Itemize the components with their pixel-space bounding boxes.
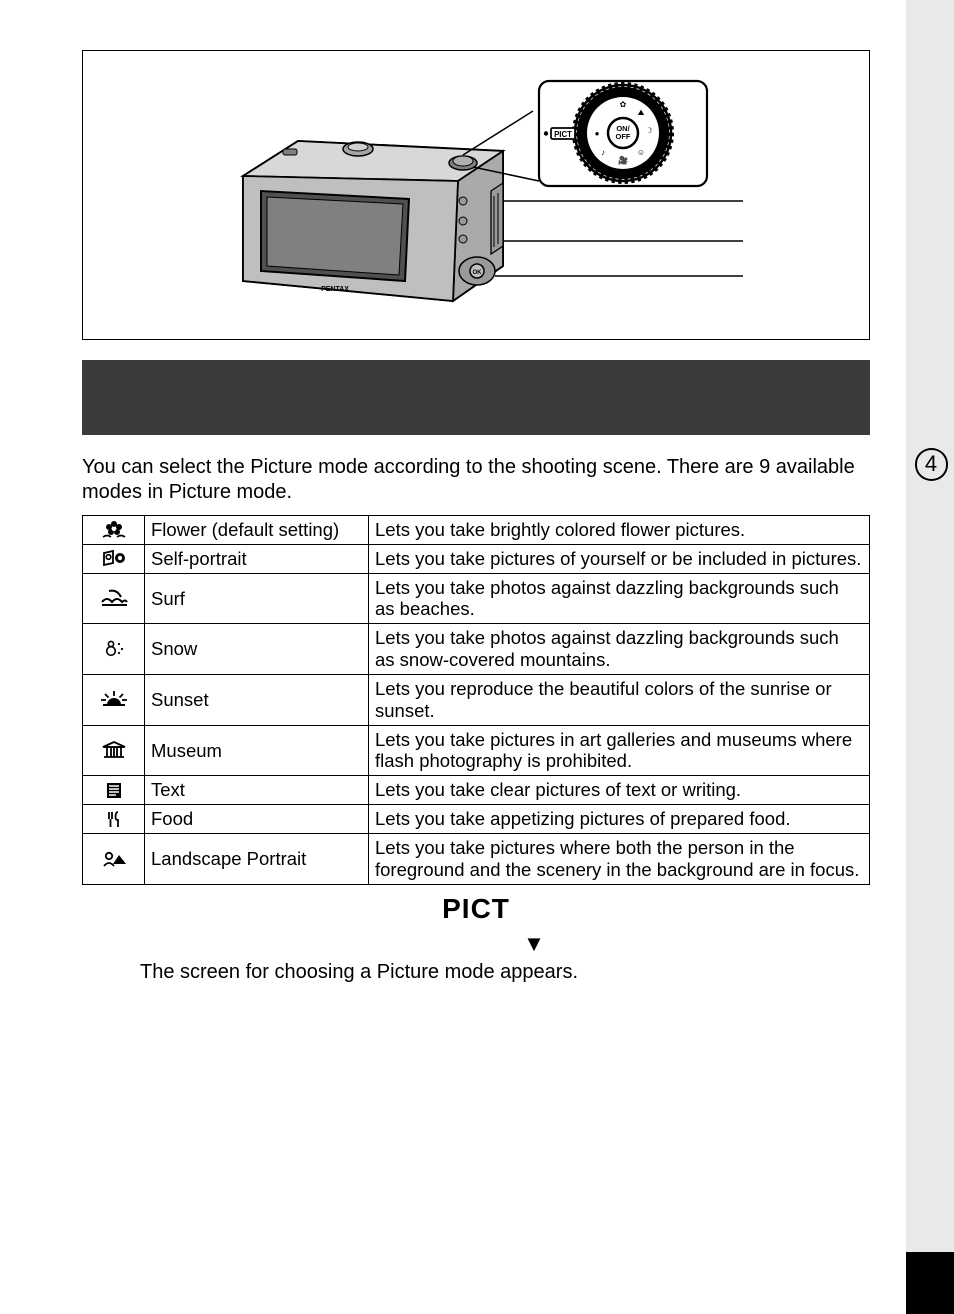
- mode-description: Lets you take pictures of yourself or be…: [369, 544, 870, 573]
- table-row: Self-portraitLets you take pictures of y…: [83, 544, 870, 573]
- mode-description: Lets you take brightly colored flower pi…: [369, 516, 870, 545]
- mode-name: Surf: [145, 573, 369, 624]
- self-portrait-icon: [83, 544, 145, 573]
- svg-text:✿: ✿: [620, 100, 627, 109]
- mode-description: Lets you take clear pictures of text or …: [369, 776, 870, 805]
- table-row: Landscape PortraitLets you take pictures…: [83, 833, 870, 884]
- mode-name: Flower (default setting): [145, 516, 369, 545]
- svg-text:●: ●: [595, 129, 600, 138]
- mode-name: Sunset: [145, 674, 369, 725]
- mode-name: Food: [145, 805, 369, 834]
- mode-name: Snow: [145, 624, 369, 675]
- down-arrow-icon: ▼: [198, 931, 870, 957]
- table-row: Flower (default setting)Lets you take br…: [83, 516, 870, 545]
- table-row: MuseumLets you take pictures in art gall…: [83, 725, 870, 776]
- camera-diagram-box: PENTAX OK: [82, 50, 870, 340]
- screen-instruction-text: The screen for choosing a Picture mode a…: [140, 961, 870, 984]
- surf-icon: [83, 573, 145, 624]
- mode-description: Lets you take appetizing pictures of pre…: [369, 805, 870, 834]
- dial-off-label: OFF: [616, 132, 631, 141]
- mode-description: Lets you take pictures where both the pe…: [369, 833, 870, 884]
- svg-text:☽: ☽: [645, 126, 652, 135]
- section-tab-number: 4: [925, 453, 937, 475]
- callout-line: [463, 111, 533, 155]
- mode-name: Self-portrait: [145, 544, 369, 573]
- section-tab-marker: 4: [908, 444, 954, 484]
- mode-description: Lets you take photos against dazzling ba…: [369, 624, 870, 675]
- section-heading-bar: [82, 360, 870, 435]
- snow-icon: [83, 624, 145, 675]
- camera-brand-label: PENTAX: [321, 286, 349, 293]
- mode-name: Text: [145, 776, 369, 805]
- camera-diagram-svg: PENTAX OK: [183, 71, 763, 331]
- text-icon: [83, 776, 145, 805]
- ok-button-label: OK: [473, 270, 483, 276]
- svg-text:🎥: 🎥: [618, 155, 628, 165]
- sunset-icon: [83, 674, 145, 725]
- pict-label: PICT: [82, 893, 870, 925]
- mode-name: Landscape Portrait: [145, 833, 369, 884]
- table-row: SnowLets you take photos against dazzlin…: [83, 624, 870, 675]
- mode-description: Lets you take pictures in art galleries …: [369, 725, 870, 776]
- svg-text:♪: ♪: [601, 148, 605, 157]
- food-icon: [83, 805, 145, 834]
- camera-body: PENTAX OK: [243, 141, 503, 301]
- table-row: SunsetLets you reproduce the beautiful c…: [83, 674, 870, 725]
- mode-name: Museum: [145, 725, 369, 776]
- flower-icon: [83, 516, 145, 545]
- picture-mode-table: Flower (default setting)Lets you take br…: [82, 515, 870, 885]
- svg-text:PICT: PICT: [554, 130, 572, 139]
- intro-text: You can select the Picture mode accordin…: [82, 455, 870, 505]
- side-tab-footer: [906, 1252, 954, 1314]
- svg-text:⛰: ⛰: [638, 108, 645, 117]
- museum-icon: [83, 725, 145, 776]
- side-tab-strip: [906, 0, 954, 1314]
- landscape-portrait-icon: [83, 833, 145, 884]
- mode-dial-detail: ✿ ⛰ ☽ ☺ 🎥 ♪ ● ON/ OFF: [539, 81, 707, 186]
- svg-text:☺: ☺: [637, 148, 645, 157]
- table-row: SurfLets you take photos against dazzlin…: [83, 573, 870, 624]
- table-row: TextLets you take clear pictures of text…: [83, 776, 870, 805]
- mode-description: Lets you reproduce the beautiful colors …: [369, 674, 870, 725]
- table-row: FoodLets you take appetizing pictures of…: [83, 805, 870, 834]
- mode-description: Lets you take photos against dazzling ba…: [369, 573, 870, 624]
